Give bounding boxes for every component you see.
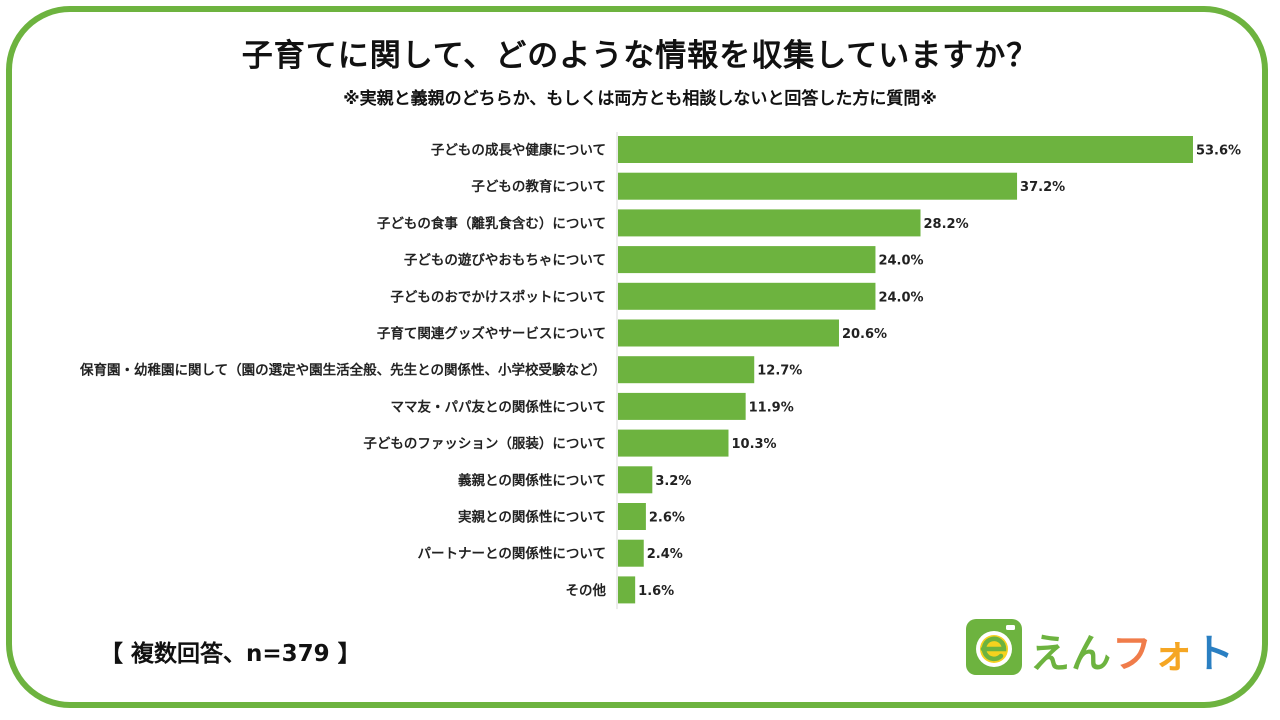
bar <box>618 246 876 274</box>
value-label: 3.2% <box>655 474 691 489</box>
category-label: 実親との関係性について <box>458 509 606 526</box>
category-label: 子どものおでかけスポットについて <box>390 288 606 305</box>
bar <box>618 429 729 457</box>
bar <box>618 503 646 530</box>
value-label: 2.4% <box>647 547 683 562</box>
bar <box>618 136 1193 163</box>
value-label: 1.6% <box>638 584 674 599</box>
category-label: その他 <box>566 582 607 599</box>
logo-text-part: ト <box>1194 631 1235 677</box>
value-label: 24.0% <box>878 290 923 305</box>
bar <box>618 466 653 494</box>
value-label: 20.6% <box>842 327 887 342</box>
category-label: 保育園・幼稚園に関して（園の選定や園生活全般、先生との関係性、小学校受験など） <box>79 362 606 379</box>
enphoto-logo: えんフォト <box>966 617 1234 679</box>
bar <box>618 319 839 347</box>
bar <box>618 392 746 420</box>
bar <box>618 576 636 604</box>
chart-subtitle: ※実親と義親のどちらか、もしくは両方とも相談しないと回答した方に質問※ <box>343 89 937 109</box>
logo-wordmark: えんフォト <box>1030 621 1235 679</box>
sample-size-note: 【 複数回答、n=379 】 <box>100 641 361 667</box>
category-label: 義親との関係性について <box>458 472 606 489</box>
chart-title: 子育てに関して、どのような情報を収集していますか？ <box>241 38 1039 74</box>
category-label: 子どもの教育について <box>471 178 606 195</box>
logo-text-part: えん <box>1030 631 1112 677</box>
value-label: 37.2% <box>1020 180 1065 195</box>
category-label: 子どもの成長や健康について <box>431 142 606 159</box>
value-label: 12.7% <box>757 364 802 379</box>
logo-text-part: フ <box>1112 631 1153 677</box>
value-label: 53.6% <box>1196 144 1241 159</box>
category-label: 子育て関連グッズやサービスについて <box>377 325 606 342</box>
value-label: 2.6% <box>649 511 685 526</box>
bar <box>618 539 644 567</box>
bar <box>618 282 876 310</box>
value-label: 28.2% <box>924 217 969 232</box>
category-label: 子どもの食事（離乳食含む）について <box>377 215 606 232</box>
bar <box>618 356 755 384</box>
value-label: 24.0% <box>878 254 923 269</box>
category-label: ママ友・パパ友との関係性について <box>391 398 606 415</box>
category-label: 子どもの遊びやおもちゃについて <box>404 252 606 269</box>
value-label: 11.9% <box>749 400 794 415</box>
camera-e-icon <box>966 619 1022 675</box>
value-label: 10.3% <box>731 437 776 452</box>
category-label: 子どものファッション（服装）について <box>363 435 606 452</box>
bar <box>618 209 921 237</box>
category-label: パートナーとの関係性について <box>418 545 606 562</box>
bar <box>618 172 1018 200</box>
logo-text-part: ォ <box>1153 631 1194 677</box>
